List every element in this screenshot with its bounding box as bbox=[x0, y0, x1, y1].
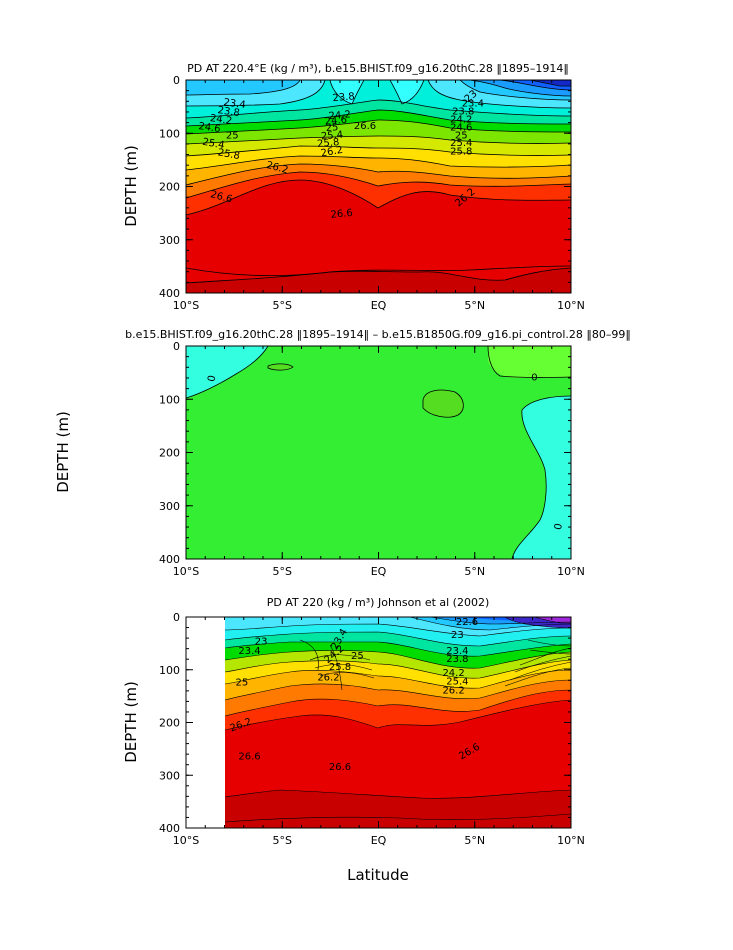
panel-2-contour-labels: 0 0 0 bbox=[206, 373, 564, 531]
contour-label: 26.2 bbox=[442, 685, 464, 696]
contour-label: 0 bbox=[206, 374, 218, 382]
panel-1-axes: 10°S 5°S EQ 5°N 10°N 0 100 200 300 400 bbox=[159, 74, 585, 312]
panel-2-contour-lines bbox=[186, 346, 571, 559]
y-tick-label: 300 bbox=[159, 769, 180, 782]
contour-label: 23.4 bbox=[462, 99, 484, 110]
y-tick-label: 400 bbox=[159, 287, 180, 300]
x-tick-label: 5°S bbox=[273, 834, 292, 847]
y-tick-label: 0 bbox=[173, 74, 180, 87]
contour-label: 23 bbox=[255, 636, 268, 647]
y-tick-label: 200 bbox=[159, 447, 180, 460]
panel-2-title: b.e15.BHIST.f09_g16.20thC.28 ‖1895–1914‖… bbox=[125, 328, 631, 341]
panel-2-ylabel: DEPTH (m) bbox=[54, 411, 72, 493]
panel-3: PD AT 220 (kg / m³) Johnson et al (2002) bbox=[122, 596, 585, 847]
y-tick-label: 0 bbox=[173, 611, 180, 624]
contour-label: 24.2 bbox=[450, 115, 472, 126]
y-tick-label: 400 bbox=[159, 553, 180, 566]
x-tick-label: 10°S bbox=[173, 834, 199, 847]
contour-label: 26.6 bbox=[238, 751, 260, 762]
contour-label: 23.8 bbox=[332, 91, 355, 104]
panel-3-axes: 10°S 5°S EQ 5°N 10°N 0 100 200 300 400 bbox=[159, 611, 585, 847]
contour-label: 25 bbox=[226, 131, 239, 142]
contour-label: 24.6 bbox=[324, 115, 347, 128]
panel-1-ylabel: DEPTH (m) bbox=[122, 145, 140, 227]
contour-label: 0 bbox=[553, 523, 565, 531]
x-tick-label: 10°S bbox=[173, 299, 199, 312]
contour-label: 26.6 bbox=[330, 208, 353, 221]
panel-1-contour-labels: 23.423.824.224.62525.425.826.226.623.824… bbox=[198, 88, 484, 220]
x-tick-label: EQ bbox=[371, 834, 387, 847]
y-tick-label: 0 bbox=[173, 340, 180, 353]
panel-2: b.e15.BHIST.f09_g16.20thC.28 ‖1895–1914‖… bbox=[54, 328, 631, 578]
contour-label: 25 bbox=[455, 131, 468, 142]
x-tick-label: 5°S bbox=[273, 299, 292, 312]
contour-label: 26.6 bbox=[354, 121, 376, 132]
contour-label: 26.2 bbox=[320, 145, 344, 160]
contour-label: 24.2 bbox=[328, 109, 351, 122]
panel-1-contour-lines bbox=[186, 80, 571, 284]
contour-label: 25.8 bbox=[317, 137, 340, 150]
panel-3-field bbox=[225, 617, 571, 828]
y-tick-label: 200 bbox=[159, 181, 180, 194]
x-tick-label: 5°N bbox=[464, 299, 485, 312]
contour-label: 22.6 bbox=[456, 617, 478, 628]
x-axis-label: Latitude bbox=[347, 866, 409, 884]
x-tick-label: 5°S bbox=[273, 565, 292, 578]
panel-3-ylabel: DEPTH (m) bbox=[122, 681, 140, 763]
panel-2-field bbox=[186, 346, 571, 559]
y-tick-label: 300 bbox=[159, 234, 180, 247]
contour-label: 25.4 bbox=[446, 677, 468, 688]
x-tick-label: 5°N bbox=[464, 565, 485, 578]
y-tick-label: 300 bbox=[159, 500, 180, 513]
panel-2-axes: 10°S 5°S EQ 5°N 10°N 0 100 200 300 400 bbox=[159, 340, 585, 578]
contour-label: 25.8 bbox=[217, 147, 241, 162]
contour-label: 26.2 bbox=[317, 672, 339, 683]
x-tick-label: 10°S bbox=[173, 565, 199, 578]
panel-1-title: PD AT 220.4°E (kg / m³), b.e15.BHIST.f09… bbox=[187, 62, 569, 75]
contour-label: 25 bbox=[325, 122, 339, 134]
y-tick-label: 200 bbox=[159, 717, 180, 730]
contour-label: 25 bbox=[235, 678, 248, 689]
contour-label: 25.4 bbox=[201, 137, 225, 152]
panel-1-field bbox=[186, 80, 571, 293]
x-tick-label: 5°N bbox=[464, 834, 485, 847]
contour-label: 23.8 bbox=[217, 105, 241, 119]
x-tick-label: 10°N bbox=[557, 834, 585, 847]
contour-label: 25.4 bbox=[450, 138, 472, 149]
contour-label: 23.4 bbox=[238, 646, 260, 657]
x-tick-label: EQ bbox=[371, 565, 387, 578]
y-tick-label: 100 bbox=[159, 664, 180, 677]
contour-label: 24.6 bbox=[450, 123, 472, 134]
contour-label: 23.8 bbox=[446, 654, 468, 665]
contour-label: 26.6 bbox=[329, 762, 351, 773]
contour-label: 23.4 bbox=[223, 97, 247, 111]
contour-label: 25 bbox=[351, 651, 364, 662]
x-tick-label: EQ bbox=[371, 299, 387, 312]
y-tick-label: 100 bbox=[159, 393, 180, 406]
contour-label: 25.8 bbox=[450, 147, 472, 158]
contour-label: 23 bbox=[451, 630, 464, 641]
contour-label: 24.2 bbox=[442, 668, 464, 679]
y-tick-label: 400 bbox=[159, 822, 180, 835]
y-tick-label: 100 bbox=[159, 127, 180, 140]
panel-3-title: PD AT 220 (kg / m³) Johnson et al (2002) bbox=[267, 596, 490, 609]
contour-label: 25.8 bbox=[329, 662, 351, 673]
contour-label: 23.8 bbox=[452, 107, 474, 118]
panel-1: PD AT 220.4°E (kg / m³), b.e15.BHIST.f09… bbox=[122, 62, 585, 312]
panel-3-contour-lines bbox=[225, 617, 571, 823]
x-tick-label: 10°N bbox=[557, 565, 585, 578]
contour-label: 23.4 bbox=[446, 646, 468, 657]
contour-label: 25.4 bbox=[321, 130, 344, 143]
x-tick-label: 10°N bbox=[557, 299, 585, 312]
contour-label: 0 bbox=[531, 373, 537, 384]
contour-label: 24.6 bbox=[198, 121, 222, 135]
contour-label: 24.2 bbox=[209, 113, 233, 127]
